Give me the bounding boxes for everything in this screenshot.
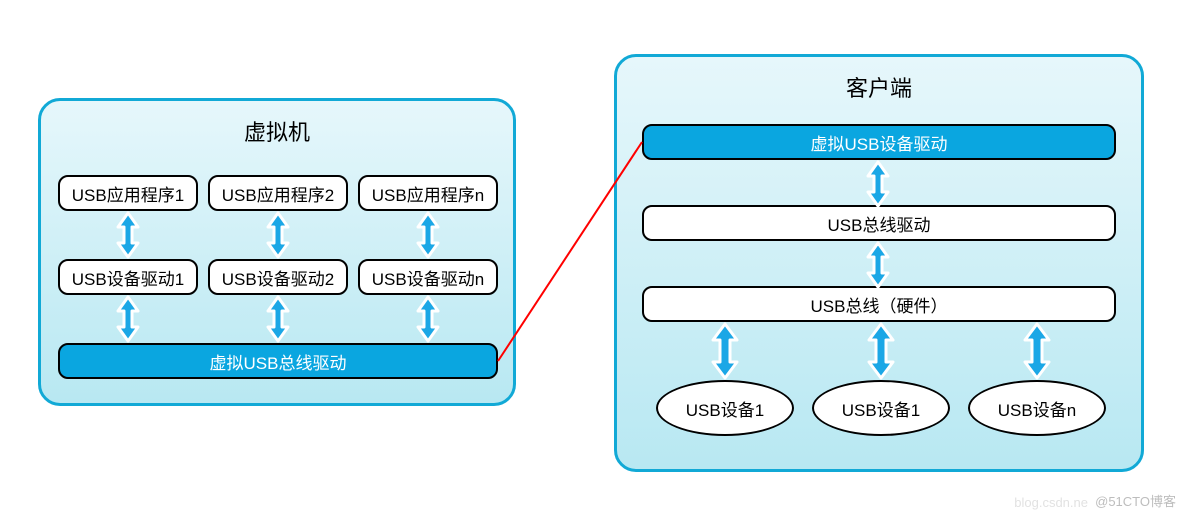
node-box: USB应用程序1 (58, 175, 198, 211)
device-ellipse: USB设备n (968, 380, 1106, 436)
panel-title: 客户端 (617, 71, 1141, 103)
node-box: USB设备驱动n (358, 259, 498, 295)
highlight-bar: 虚拟USB设备驱动 (642, 124, 1116, 160)
node-box: USB应用程序n (358, 175, 498, 211)
watermark-secondary: blog.csdn.ne (1014, 495, 1088, 510)
panel-title: 虚拟机 (41, 115, 513, 147)
node-box: USB设备驱动2 (208, 259, 348, 295)
node-box: USB设备驱动1 (58, 259, 198, 295)
device-ellipse: USB设备1 (656, 380, 794, 436)
watermark: @51CTO博客 (1095, 491, 1176, 510)
node-box: USB总线驱动 (642, 205, 1116, 241)
node-box: USB总线（硬件） (642, 286, 1116, 322)
highlight-bar: 虚拟USB总线驱动 (58, 343, 498, 379)
device-ellipse: USB设备1 (812, 380, 950, 436)
node-box: USB应用程序2 (208, 175, 348, 211)
